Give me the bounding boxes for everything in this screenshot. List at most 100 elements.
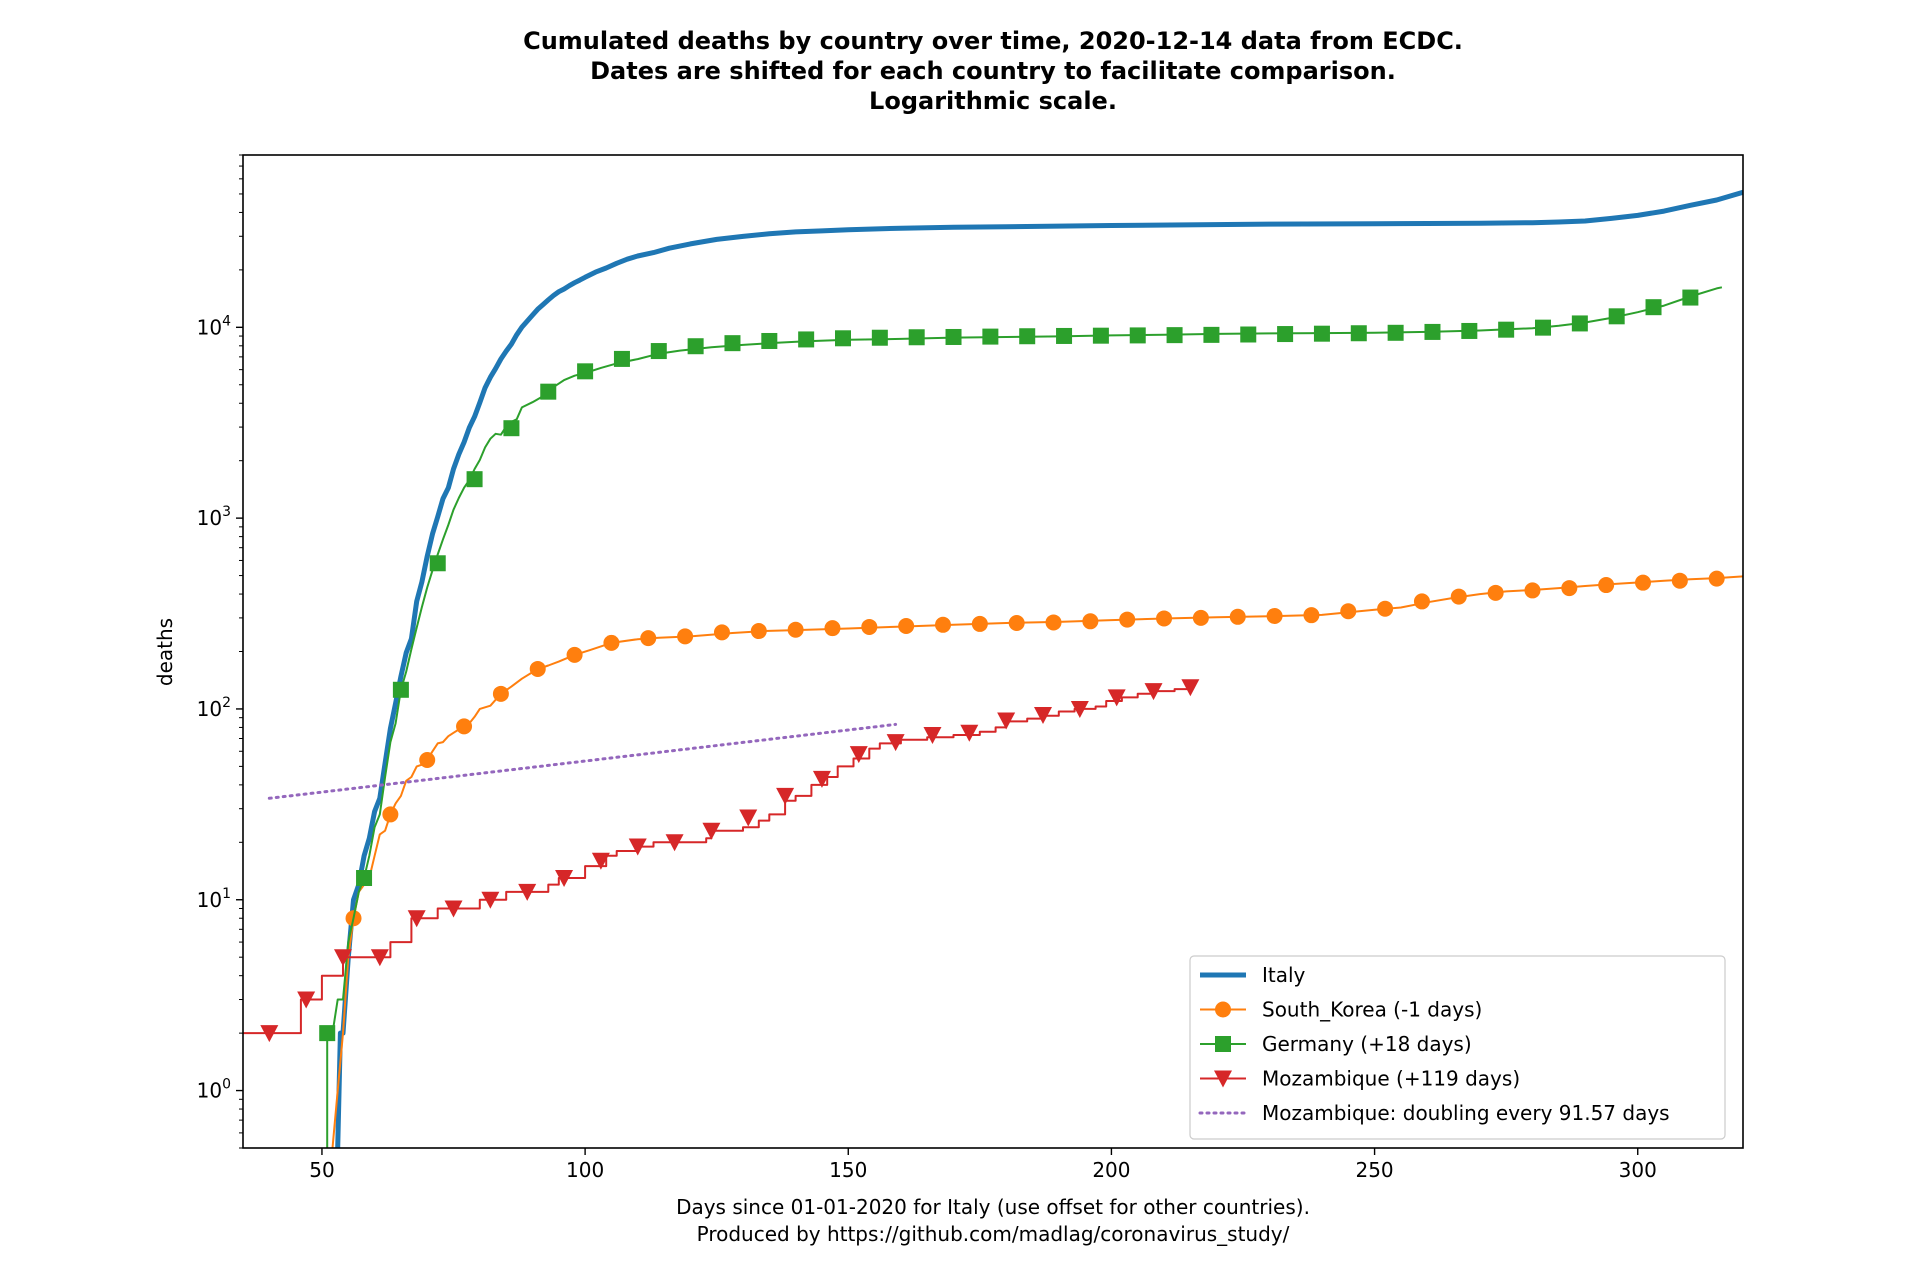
- data-point: [1377, 600, 1394, 617]
- legend-label: Mozambique: doubling every 91.57 days: [1262, 1101, 1670, 1125]
- legend-label: Mozambique (+119 days): [1262, 1067, 1520, 1091]
- data-point: [334, 949, 352, 967]
- data-point: [1708, 570, 1725, 587]
- data-point: [677, 628, 694, 645]
- data-point: [370, 949, 389, 967]
- y-tick-exponent: 4: [222, 313, 231, 329]
- data-point: [812, 770, 831, 788]
- data-point: [713, 624, 730, 641]
- series-italy: [335, 189, 1743, 1148]
- data-point: [1229, 608, 1246, 625]
- data-point: [761, 332, 778, 349]
- data-point: [481, 891, 500, 909]
- legend-entry: Italy: [1200, 963, 1306, 987]
- chart-title: Cumulated deaths by country over time, 2…: [523, 27, 1463, 115]
- data-point: [1561, 580, 1578, 597]
- data-point: [419, 752, 436, 769]
- data-point: [1313, 325, 1330, 342]
- data-point: [1056, 327, 1073, 344]
- data-point: [319, 1025, 336, 1042]
- data-point: [776, 787, 795, 805]
- data-point: [613, 350, 630, 367]
- data-point: [1203, 326, 1220, 343]
- series-layer: [243, 189, 1743, 1148]
- data-point: [798, 331, 815, 348]
- data-point: [898, 618, 915, 635]
- data-point: [982, 328, 999, 345]
- data-point: [1571, 315, 1588, 332]
- legend-label: Germany (+18 days): [1262, 1032, 1472, 1056]
- data-point: [1387, 324, 1404, 341]
- data-point: [1535, 319, 1551, 336]
- legend-entry: Mozambique (+119 days): [1200, 1067, 1520, 1091]
- y-tick-exponent: 2: [222, 695, 231, 711]
- data-point: [1424, 323, 1441, 340]
- legend-marker: [1215, 1001, 1231, 1018]
- data-point: [1645, 299, 1662, 316]
- data-point: [739, 809, 758, 827]
- data-point: [429, 555, 446, 572]
- data-point: [1240, 326, 1257, 343]
- data-point: [1034, 706, 1052, 724]
- legend-marker: [1215, 1036, 1231, 1052]
- legend-label: Italy: [1262, 963, 1306, 987]
- data-point: [492, 685, 509, 702]
- y-tick-base: 10: [197, 1079, 222, 1103]
- data-point: [1461, 322, 1478, 339]
- x-tick-label: 100: [566, 1158, 604, 1182]
- data-point: [1070, 700, 1089, 718]
- series-line: [326, 286, 1723, 1148]
- data-point: [849, 746, 868, 764]
- legend-entry: South_Korea (-1 days): [1200, 998, 1482, 1022]
- legend-entry: Mozambique: doubling every 91.57 days: [1198, 1101, 1670, 1125]
- data-point: [628, 838, 647, 856]
- x-axis-label: Days since 01-01-2020 for Italy (use off…: [676, 1195, 1310, 1246]
- data-point: [971, 615, 988, 632]
- data-point: [724, 335, 741, 352]
- data-point: [466, 471, 483, 488]
- data-point: [1303, 607, 1320, 624]
- data-point: [1350, 325, 1367, 342]
- data-point: [861, 618, 878, 635]
- chart-title-line-2: Dates are shifted for each country to fa…: [590, 57, 1396, 85]
- data-point: [1340, 603, 1357, 620]
- data-point: [503, 420, 520, 437]
- series-line: [267, 722, 898, 800]
- x-tick-label: 300: [1619, 1158, 1657, 1182]
- data-point: [824, 620, 841, 637]
- data-point: [650, 343, 667, 360]
- x-axis-label-line-2: Produced by https://github.com/madlag/co…: [697, 1222, 1290, 1246]
- data-point: [1266, 607, 1283, 624]
- data-point: [603, 634, 620, 651]
- y-tick-base: 10: [197, 315, 222, 339]
- y-tick-label: 101: [197, 886, 231, 912]
- data-point: [540, 383, 557, 400]
- data-point: [687, 338, 704, 355]
- data-point: [908, 329, 925, 346]
- y-tick-base: 10: [197, 888, 222, 912]
- legend-frame: [1189, 955, 1726, 1140]
- series-line: [243, 687, 1192, 1035]
- data-point: [702, 822, 721, 840]
- x-tick-label: 250: [1355, 1158, 1393, 1182]
- y-tick-label: 102: [197, 695, 231, 721]
- y-tick-label: 103: [197, 504, 231, 530]
- series-mozambique-119-days: [243, 679, 1200, 1043]
- data-point: [1682, 289, 1699, 306]
- data-point: [444, 900, 463, 918]
- x-axis-label-line-1: Days since 01-01-2020 for Italy (use off…: [676, 1195, 1310, 1219]
- data-point: [960, 724, 979, 742]
- x-tick-label: 150: [829, 1158, 867, 1182]
- data-point: [945, 328, 962, 345]
- data-point: [1608, 308, 1625, 325]
- legend-label: South_Korea (-1 days): [1262, 998, 1482, 1022]
- data-point: [382, 806, 399, 823]
- data-point: [456, 718, 473, 735]
- data-point: [787, 621, 804, 638]
- data-point: [1498, 321, 1515, 338]
- data-point: [997, 712, 1016, 730]
- data-point: [1598, 577, 1615, 594]
- chart-title-line-1: Cumulated deaths by country over time, 2…: [523, 27, 1463, 55]
- data-point: [577, 363, 594, 380]
